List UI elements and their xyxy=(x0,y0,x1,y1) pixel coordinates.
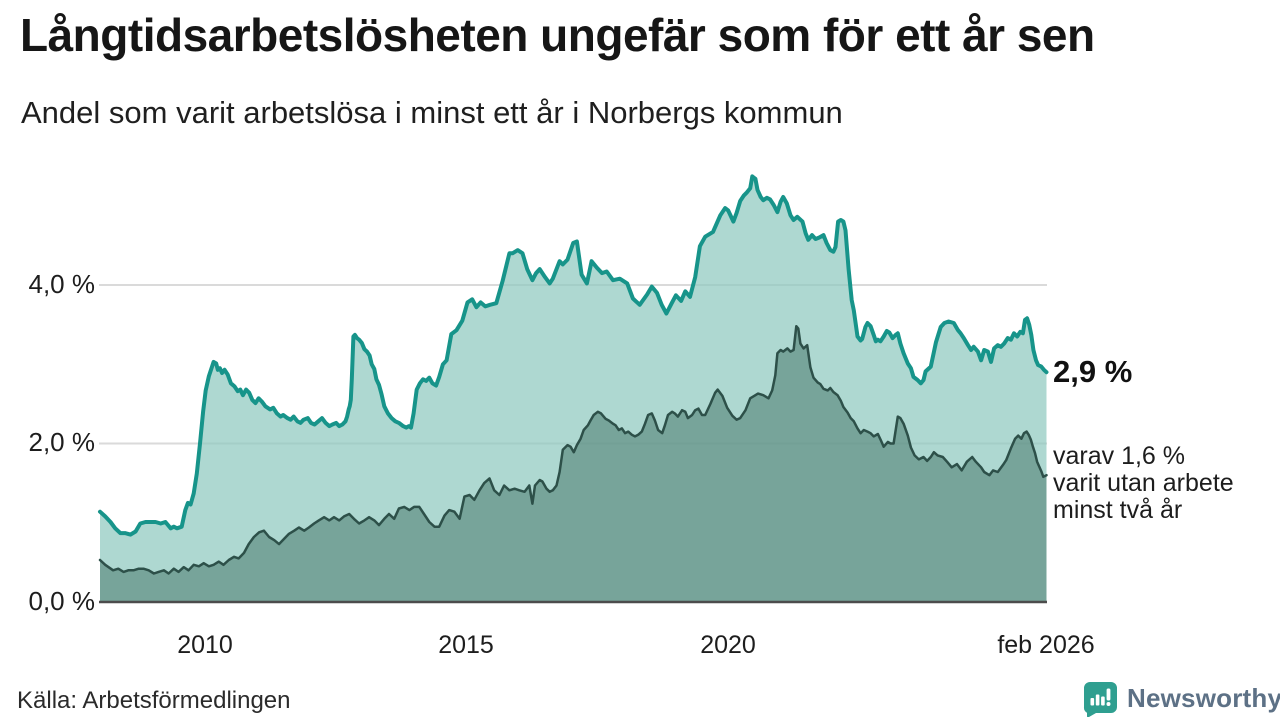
y-tick-0: 0,0 % xyxy=(28,586,96,616)
x-tick-2010: 2010 xyxy=(177,631,233,659)
y-tick-4: 4,0 % xyxy=(28,269,96,299)
two-year-value-label: varav 1,6 % varit utan arbete minst två … xyxy=(1053,442,1234,524)
newsworthy-logo[interactable]: Newsworthy xyxy=(1082,680,1280,718)
y-tick-2: 2,0 % xyxy=(28,427,96,457)
x-tick-2015: 2015 xyxy=(438,631,494,659)
x-tick-feb-2026: feb 2026 xyxy=(997,631,1095,659)
bar-chart-speech-bubble-icon xyxy=(1082,680,1119,718)
x-tick-2020: 2020 xyxy=(700,631,756,659)
page-subtitle: Andel som varit arbetslösa i minst ett å… xyxy=(21,95,843,130)
newsworthy-logo-text: Newsworthy xyxy=(1127,683,1280,713)
latest-value-label: 2,9 % xyxy=(1053,354,1133,389)
page-title: Långtidsarbetslösheten ungefär som för e… xyxy=(20,9,1095,61)
source-note: Källa: Arbetsförmedlingen xyxy=(17,687,291,714)
